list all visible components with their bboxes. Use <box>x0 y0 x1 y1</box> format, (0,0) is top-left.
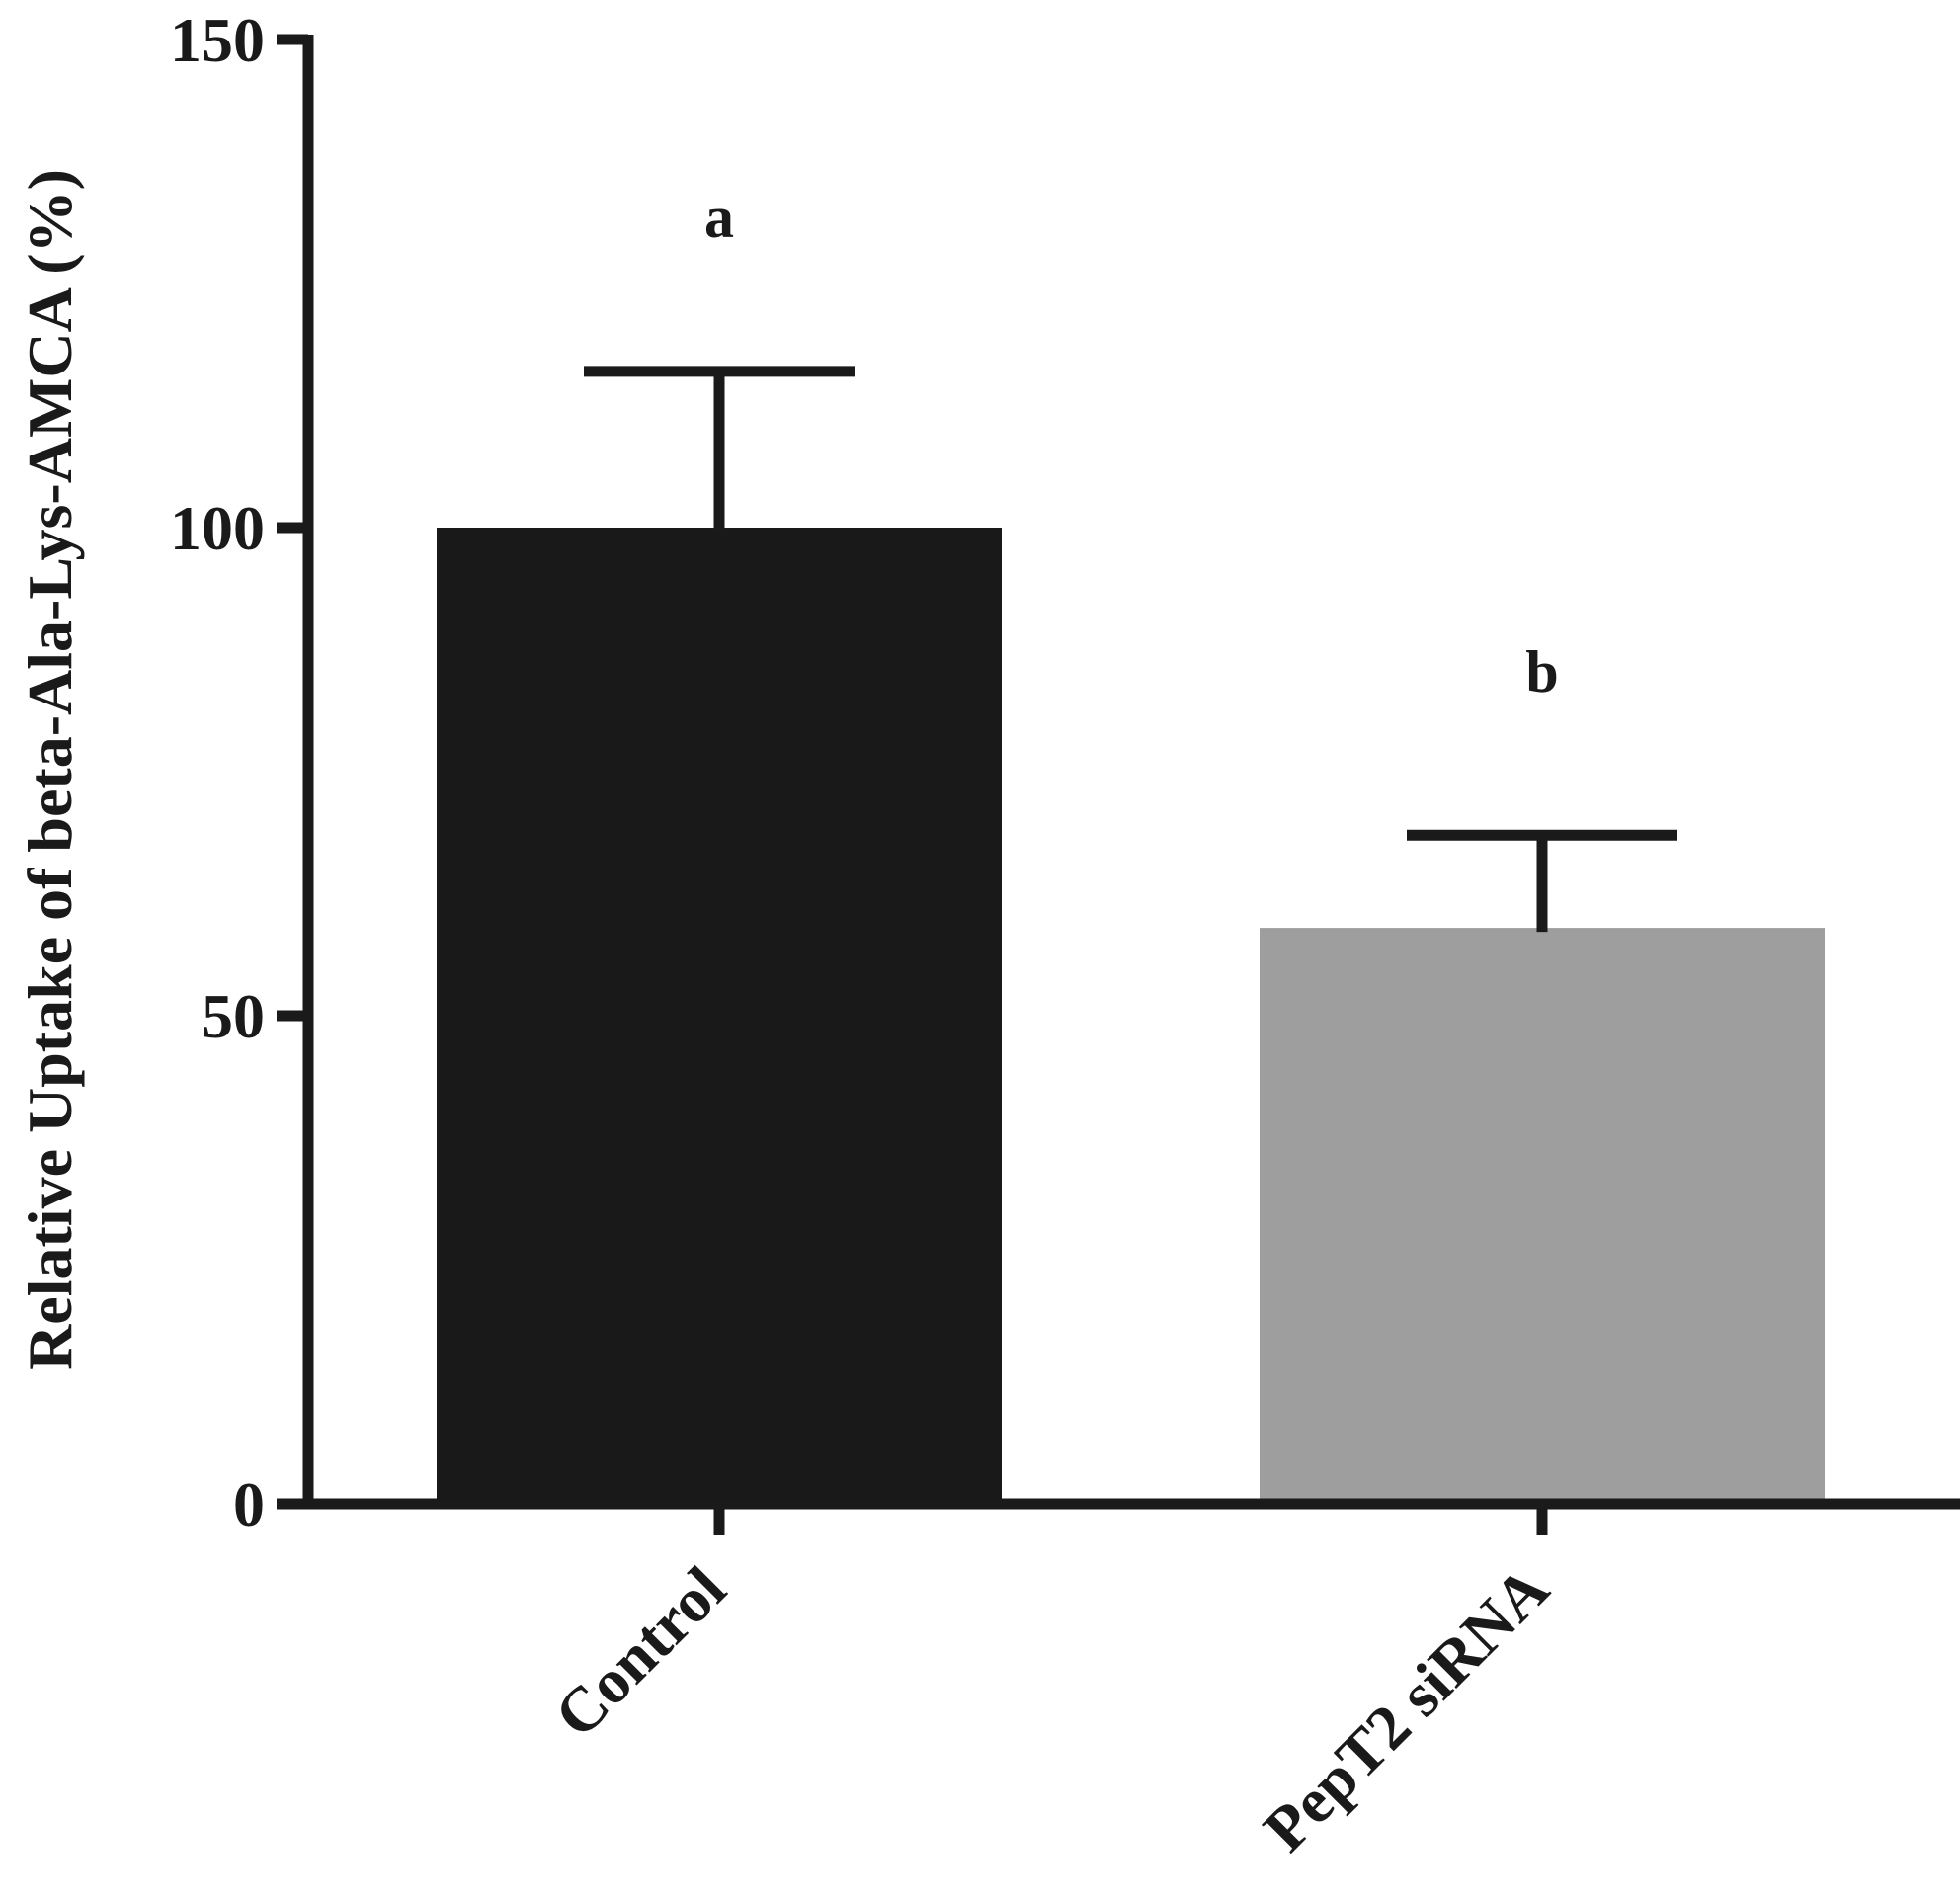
y-tick-label: 50 <box>202 981 265 1051</box>
x-tick-label: Control <box>541 1553 739 1751</box>
bar-pept2-sirna <box>1260 928 1825 1504</box>
significance-label: b <box>1525 639 1558 704</box>
bars-layer <box>437 528 1825 1504</box>
significance-label: a <box>704 185 734 250</box>
error-bars-layer <box>584 366 1677 933</box>
y-tick-label: 100 <box>170 493 265 563</box>
x-tick-label: PepT2 siRNA <box>1250 1553 1561 1864</box>
y-tick-label: 0 <box>233 1469 265 1539</box>
axes-layer <box>277 34 1960 1535</box>
y-axis-title: Relative Uptake of beta-Ala-Lys-AMCA (%) <box>15 169 85 1370</box>
bar-control <box>437 528 1002 1504</box>
y-tick-label: 150 <box>170 5 265 75</box>
